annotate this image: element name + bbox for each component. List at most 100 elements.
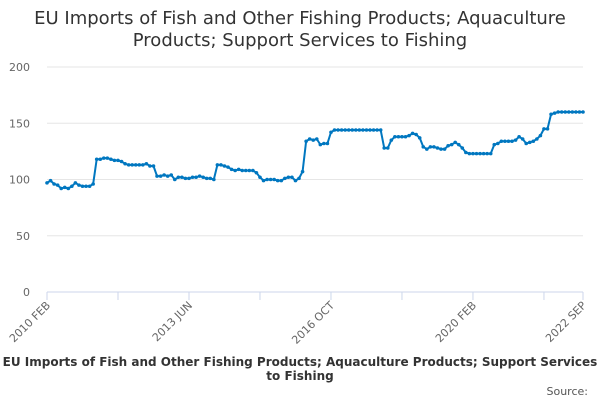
data-point (251, 168, 255, 173)
data-point (535, 137, 539, 141)
data-point (421, 145, 426, 149)
data-point (456, 142, 461, 147)
data-point (48, 178, 53, 183)
x-tick-label: 2010 FEB (7, 299, 53, 345)
data-point (197, 174, 202, 178)
data-point (116, 158, 120, 163)
data-point (162, 173, 166, 177)
data-point (556, 110, 560, 114)
data-point (94, 157, 99, 162)
data-point (311, 138, 316, 142)
data-point (499, 139, 504, 144)
data-point (62, 185, 67, 190)
data-point (293, 178, 298, 183)
data-point (109, 157, 113, 162)
data-point (410, 131, 415, 136)
data-point (258, 175, 262, 180)
data-point (307, 137, 312, 141)
data-point (517, 134, 521, 139)
chart-subtitle: EU Imports of Fish and Other Fishing Pro… (2, 355, 598, 383)
data-point (254, 170, 259, 175)
data-point (368, 128, 372, 132)
data-point (492, 142, 497, 147)
data-point (453, 140, 458, 145)
data-point (488, 151, 493, 156)
data-point (290, 175, 294, 180)
data-point (119, 159, 124, 164)
data-point (141, 163, 145, 167)
data-point (414, 132, 418, 137)
data-point (400, 134, 404, 139)
data-point (435, 146, 440, 150)
data-point (357, 128, 362, 132)
data-point (510, 139, 514, 144)
data-point (496, 141, 500, 146)
data-point (300, 169, 305, 174)
data-point (222, 164, 227, 168)
data-point (272, 177, 276, 182)
data-point (229, 167, 234, 172)
data-point (371, 128, 376, 132)
data-point (275, 178, 280, 183)
data-point (531, 139, 536, 144)
data-point (385, 146, 390, 150)
data-point (577, 110, 582, 114)
data-point (59, 186, 63, 191)
data-point (80, 184, 85, 189)
data-point (208, 176, 213, 181)
data-point (52, 182, 56, 186)
data-point (325, 141, 330, 146)
data-point (478, 151, 482, 156)
data-point (542, 127, 546, 131)
y-tick-label: 150 (9, 117, 30, 130)
data-point (112, 158, 117, 163)
data-point (343, 128, 347, 132)
data-point (520, 137, 525, 141)
data-point (148, 164, 152, 168)
data-point (350, 128, 355, 132)
data-point (123, 161, 127, 166)
data-point (66, 186, 71, 191)
data-point (428, 145, 433, 149)
data-point (467, 151, 472, 156)
data-point (212, 177, 216, 182)
data-point (190, 175, 195, 180)
data-point (84, 184, 88, 189)
data-point (45, 181, 49, 185)
data-point (261, 178, 266, 183)
data-point (403, 134, 408, 139)
data-point (581, 110, 585, 114)
y-tick-label: 50 (16, 230, 30, 243)
data-point (574, 110, 578, 114)
data-point (73, 181, 78, 185)
line-chart: 0 50 100 150 200 2010 FEB 2013 JUN 2016 OCT 2020… (7, 61, 589, 347)
data-point (389, 138, 394, 142)
data-point (137, 163, 142, 167)
data-point (563, 110, 568, 114)
data-point (425, 147, 429, 151)
data-point (247, 168, 252, 173)
data-point (567, 110, 571, 114)
data-point (304, 139, 308, 144)
chart-title: EU Imports of Fish and Other Fishing Pro… (34, 8, 566, 51)
data-point (446, 143, 450, 148)
data-point (474, 151, 479, 156)
y-tick-label: 0 (23, 286, 30, 299)
data-point (101, 156, 106, 160)
source-label: Source: (546, 385, 589, 398)
data-point (77, 183, 81, 187)
data-point (439, 147, 443, 151)
data-point (151, 164, 156, 168)
data-point (243, 168, 248, 173)
data-point (183, 176, 188, 181)
data-point (442, 147, 447, 151)
data-point (552, 111, 557, 115)
data-point (332, 128, 337, 132)
x-tick-label: 2016 OCT (289, 299, 337, 347)
data-point (194, 175, 198, 180)
data-point (503, 139, 507, 144)
data-point (176, 175, 181, 180)
data-point (169, 173, 174, 177)
data-point (297, 176, 301, 181)
data-point (204, 176, 209, 181)
